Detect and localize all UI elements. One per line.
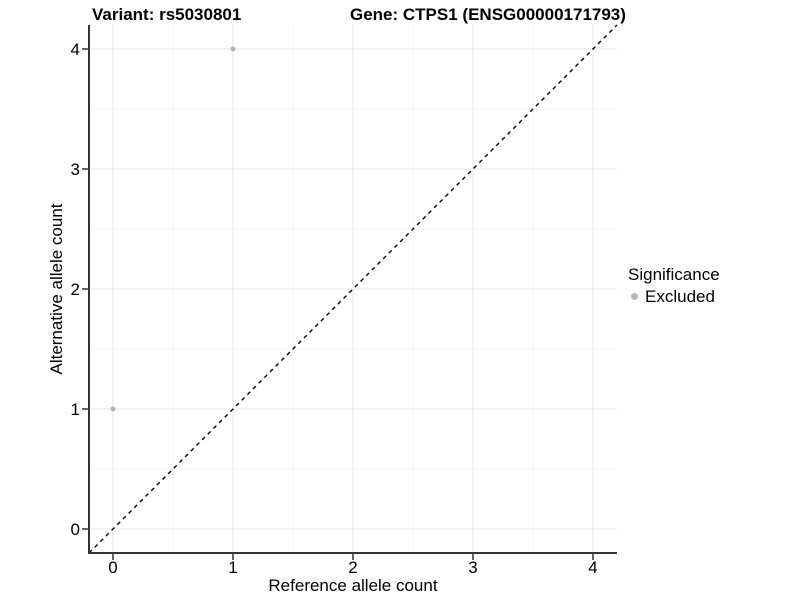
y-tick-label: 3 xyxy=(71,160,80,179)
x-tick-label: 3 xyxy=(468,558,477,577)
x-tick-label: 2 xyxy=(348,558,357,577)
legend-item-label: Excluded xyxy=(645,287,715,306)
x-axis-title: Reference allele count xyxy=(268,576,438,595)
gene-title: Gene: CTPS1 (ENSG00000171793) xyxy=(350,5,626,24)
excluded-point-icon xyxy=(631,293,638,300)
data-point xyxy=(230,46,236,52)
y-tick-label: 2 xyxy=(71,280,80,299)
legend: Significance Excluded xyxy=(628,264,720,307)
data-point xyxy=(110,406,116,412)
y-axis-title: Alternative allele count xyxy=(47,203,66,375)
legend-title: Significance xyxy=(628,265,720,284)
y-tick-label: 0 xyxy=(71,520,80,539)
x-tick-label: 4 xyxy=(588,558,597,577)
x-tick-label: 1 xyxy=(228,558,237,577)
y-tick-label: 1 xyxy=(71,400,80,419)
legend-item-excluded: Excluded xyxy=(628,286,720,307)
variant-title: Variant: rs5030801 xyxy=(92,5,242,24)
x-tick-label: 0 xyxy=(108,558,117,577)
y-tick-label: 4 xyxy=(71,40,80,59)
